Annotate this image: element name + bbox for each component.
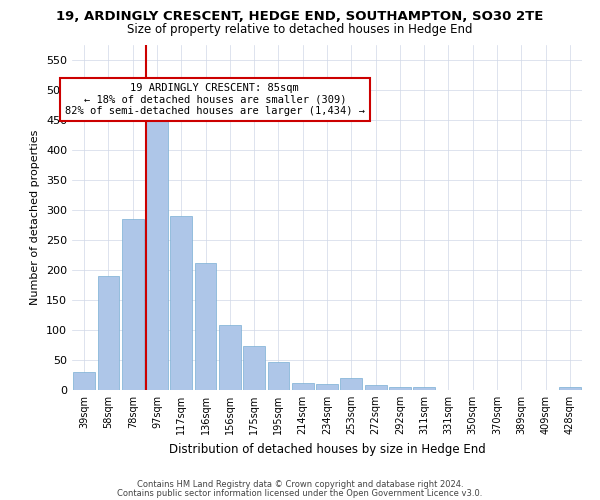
Y-axis label: Number of detached properties: Number of detached properties: [31, 130, 40, 305]
Bar: [194, 263, 217, 390]
Bar: [146, 114, 168, 390]
Text: Contains public sector information licensed under the Open Government Licence v3: Contains public sector information licen…: [118, 489, 482, 498]
Bar: [316, 384, 338, 390]
Bar: [559, 387, 581, 390]
Bar: [413, 387, 435, 390]
Bar: [389, 387, 411, 390]
Bar: [268, 362, 289, 390]
Text: 19, ARDINGLY CRESCENT, HEDGE END, SOUTHAMPTON, SO30 2TE: 19, ARDINGLY CRESCENT, HEDGE END, SOUTHA…: [56, 10, 544, 23]
X-axis label: Distribution of detached houses by size in Hedge End: Distribution of detached houses by size …: [169, 442, 485, 456]
Bar: [97, 276, 119, 390]
Bar: [219, 325, 241, 390]
Text: Contains HM Land Registry data © Crown copyright and database right 2024.: Contains HM Land Registry data © Crown c…: [137, 480, 463, 489]
Bar: [340, 378, 362, 390]
Bar: [122, 219, 143, 390]
Bar: [292, 383, 314, 390]
Text: Size of property relative to detached houses in Hedge End: Size of property relative to detached ho…: [127, 22, 473, 36]
Bar: [243, 346, 265, 390]
Bar: [170, 216, 192, 390]
Bar: [365, 385, 386, 390]
Text: 19 ARDINGLY CRESCENT: 85sqm
← 18% of detached houses are smaller (309)
82% of se: 19 ARDINGLY CRESCENT: 85sqm ← 18% of det…: [65, 83, 365, 116]
Bar: [73, 372, 95, 390]
